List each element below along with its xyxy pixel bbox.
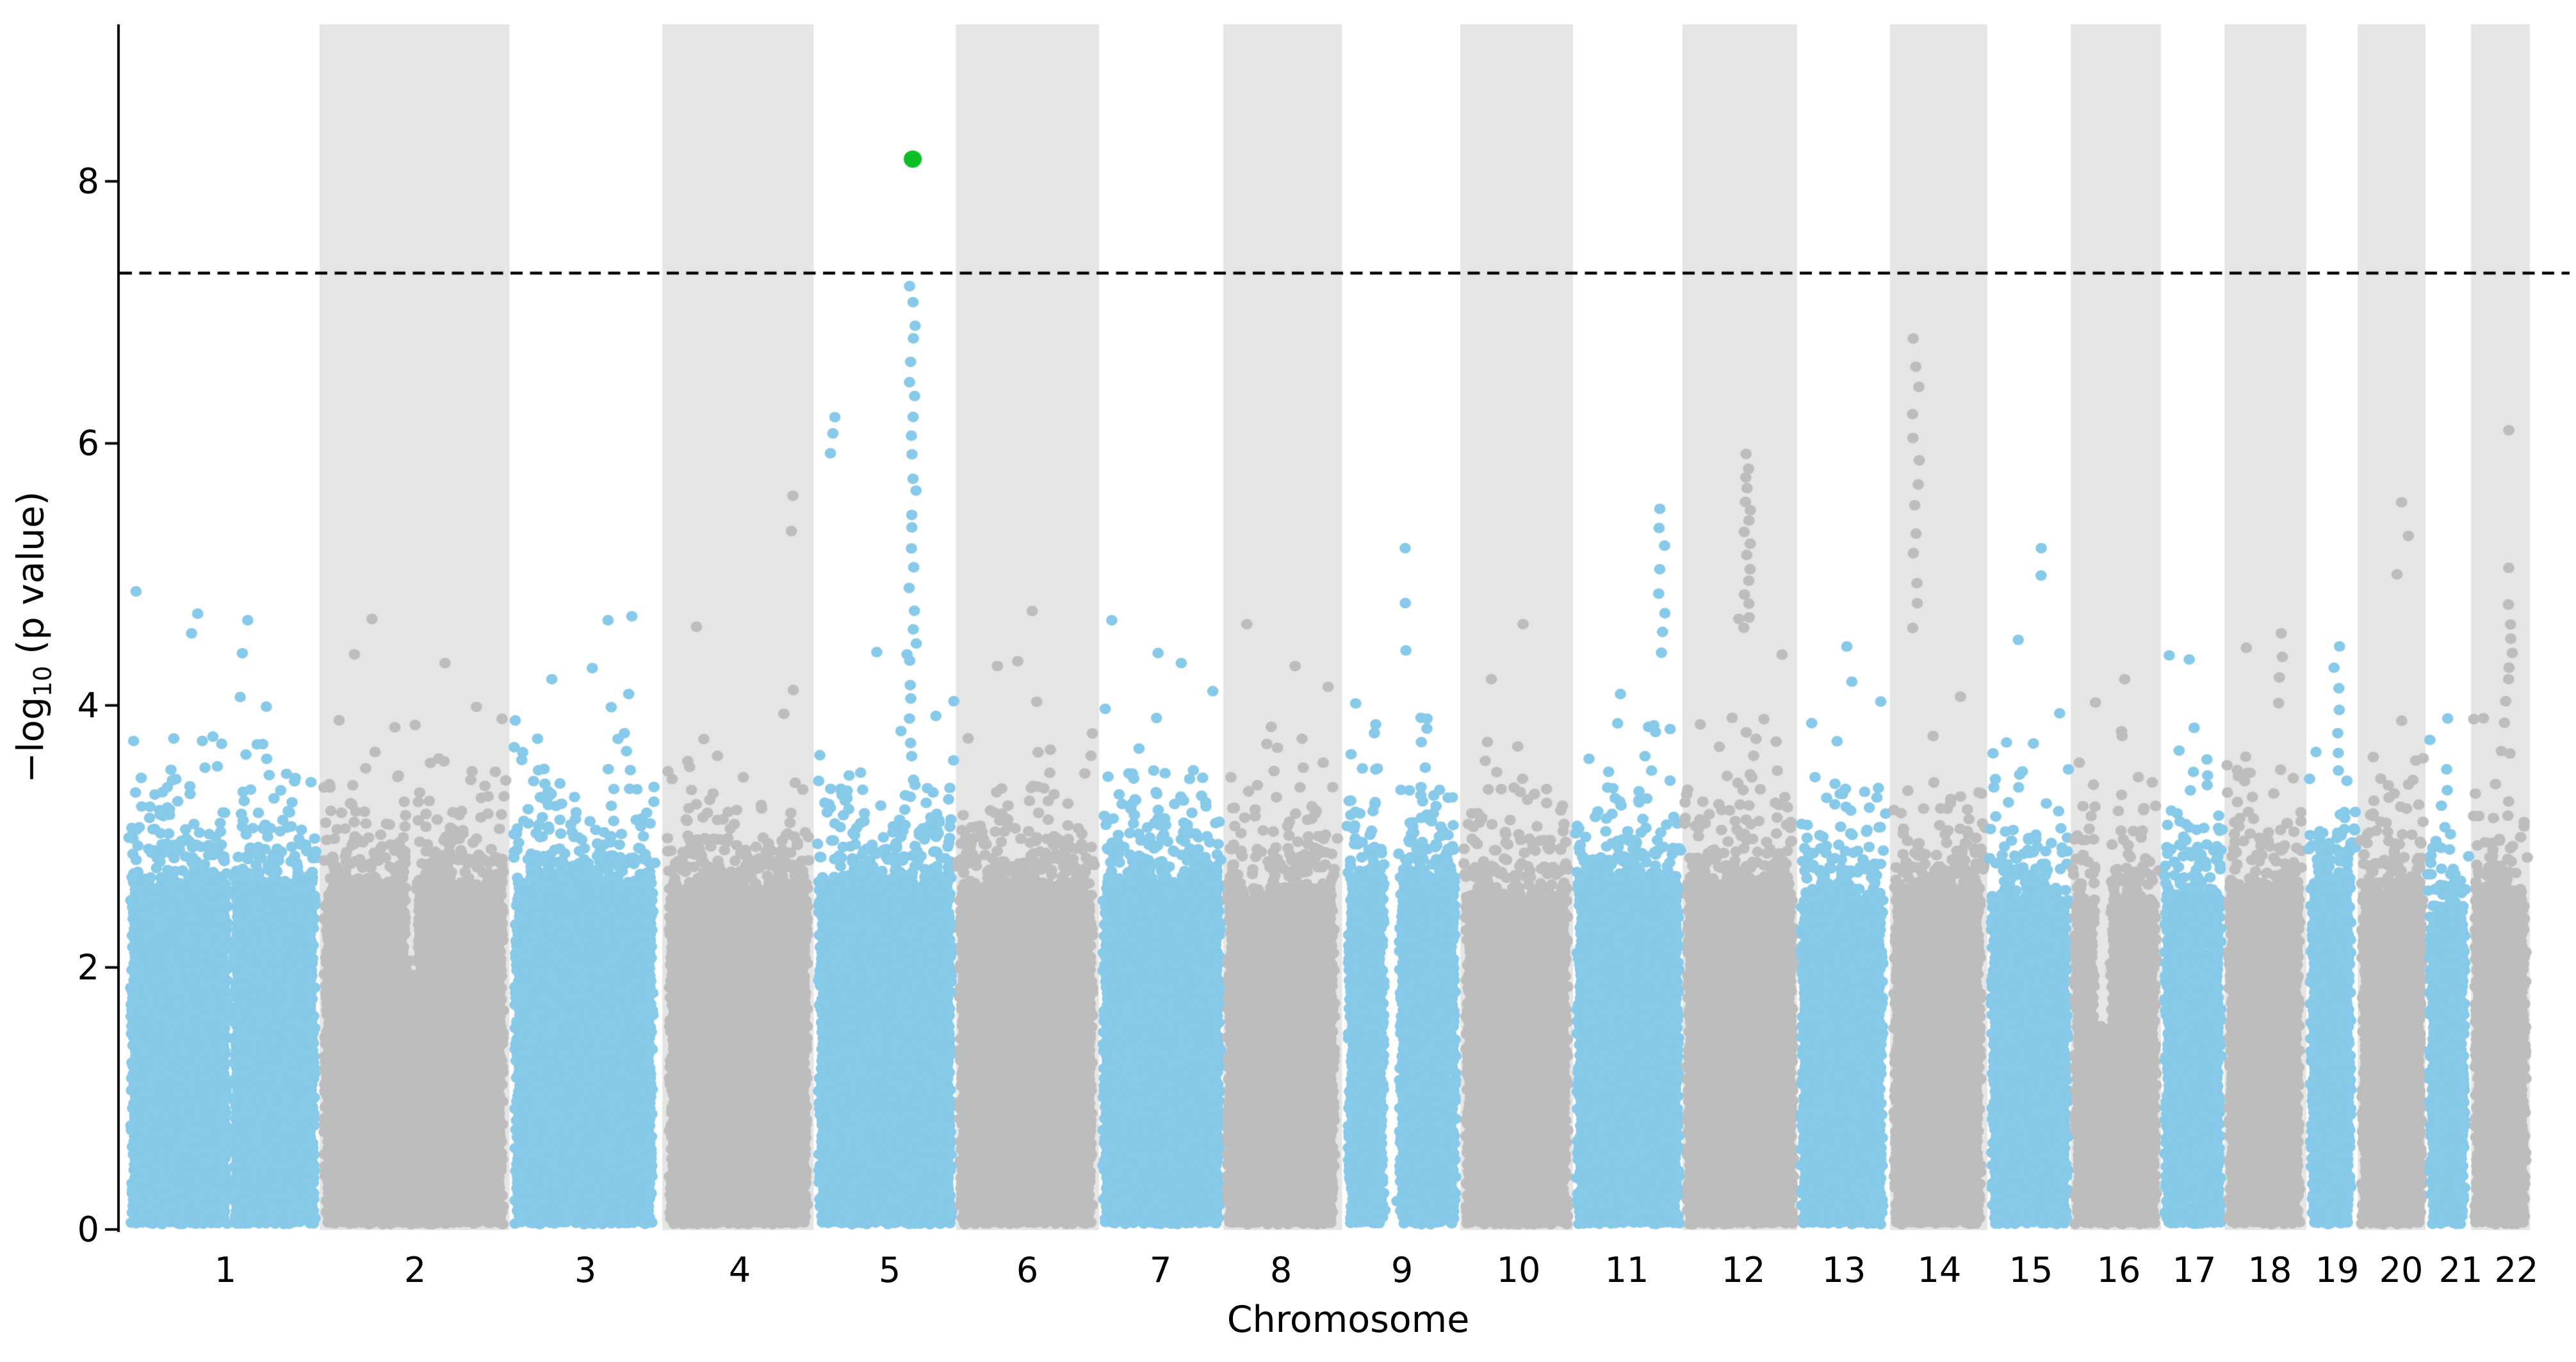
y-axis-label-sub: 10 — [28, 665, 57, 697]
y-tick-label: 4 — [77, 685, 99, 726]
x-tick-label-chromosome-8: 8 — [1269, 1250, 1292, 1290]
x-tick-label-chromosome-22: 22 — [2494, 1250, 2539, 1290]
x-tick-label-chromosome-6: 6 — [1016, 1250, 1039, 1290]
y-axis-label-pre: −log — [10, 697, 53, 783]
x-axis-label: Chromosome — [1227, 1299, 1470, 1341]
x-tick-label-chromosome-11: 11 — [1604, 1250, 1649, 1290]
x-tick-label-chromosome-13: 13 — [1822, 1250, 1866, 1290]
x-tick-label-chromosome-2: 2 — [404, 1250, 427, 1290]
x-tick-label-chromosome-18: 18 — [2247, 1250, 2292, 1290]
y-tick-label: 6 — [77, 423, 99, 464]
x-tick-label-chromosome-15: 15 — [2009, 1250, 2053, 1290]
x-tick-label-chromosome-19: 19 — [2315, 1250, 2360, 1290]
x-tick-label-chromosome-14: 14 — [1917, 1250, 1962, 1290]
x-tick-label-chromosome-21: 21 — [2438, 1250, 2483, 1290]
x-tick-label-chromosome-10: 10 — [1496, 1250, 1541, 1290]
x-tick-label-chromosome-17: 17 — [2172, 1250, 2217, 1290]
y-axis-label-post: (p value) — [10, 491, 53, 666]
x-tick-label-chromosome-20: 20 — [2379, 1250, 2424, 1290]
x-tick-label-chromosome-9: 9 — [1390, 1250, 1414, 1290]
x-tick-label-chromosome-7: 7 — [1149, 1250, 1172, 1290]
y-tick-label: 8 — [77, 161, 99, 202]
y-tick-label: 0 — [77, 1209, 99, 1250]
x-tick-label-chromosome-4: 4 — [728, 1250, 751, 1290]
x-tick-label-chromosome-16: 16 — [2096, 1250, 2141, 1290]
y-tick-label: 2 — [77, 947, 99, 988]
x-tick-label-chromosome-3: 3 — [574, 1250, 597, 1290]
x-tick-label-chromosome-1: 1 — [214, 1250, 237, 1290]
x-tick-label-chromosome-12: 12 — [1721, 1250, 1766, 1290]
y-axis-label: −log10 (p value) — [10, 491, 56, 783]
x-tick-label-chromosome-5: 5 — [878, 1250, 901, 1290]
